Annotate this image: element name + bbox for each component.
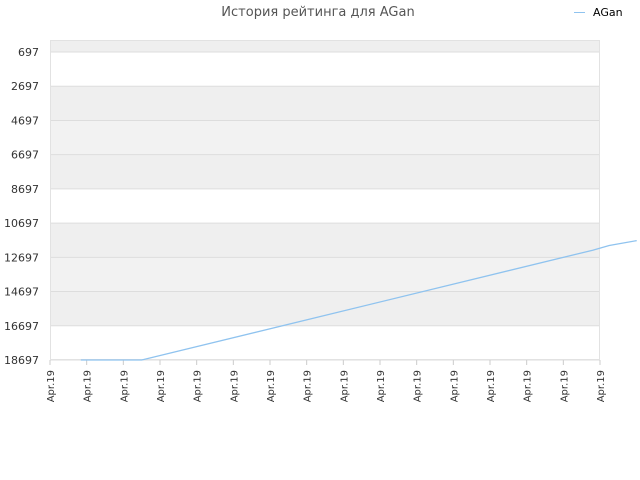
- x-tick-label: Apr.19: [266, 370, 277, 402]
- plot-band: [50, 86, 600, 121]
- y-tick-label: 6697: [11, 149, 39, 162]
- plot-band: [50, 325, 600, 360]
- x-tick-label: Apr.19: [449, 370, 460, 402]
- x-tick-label: Apr.19: [156, 370, 167, 402]
- series-line-agan: [80, 239, 637, 361]
- y-tick-label: 16697: [4, 320, 39, 333]
- x-tick-label: Apr.19: [486, 370, 497, 402]
- x-tick-label: Apr.19: [376, 370, 387, 402]
- y-tick-label: 2697: [11, 80, 39, 93]
- y-tick-label: 12697: [4, 251, 39, 264]
- x-tick-label: Apr.19: [523, 370, 534, 402]
- x-tick-label: Apr.19: [46, 370, 57, 402]
- plot-band: [50, 154, 600, 189]
- y-tick-label: 4697: [11, 114, 39, 127]
- x-tick-label: Apr.19: [119, 370, 130, 402]
- plot-band: [50, 52, 600, 87]
- legend-label: AGan: [593, 6, 623, 19]
- x-tick-label: Apr.19: [303, 370, 314, 402]
- y-tick-label: 8697: [11, 183, 39, 196]
- chart-title: История рейтинга для AGan: [221, 5, 415, 20]
- x-tick-label: Apr.19: [229, 370, 240, 402]
- x-tick-label: Apr.19: [83, 370, 94, 402]
- plot-band: [50, 188, 600, 224]
- plot-band: [50, 120, 600, 155]
- plot-band: [50, 291, 600, 326]
- legend-swatch: [574, 12, 585, 13]
- y-tick-label: 697: [18, 46, 39, 59]
- x-tick-label: Apr.19: [413, 370, 424, 402]
- x-tick-label: Apr.19: [193, 370, 204, 402]
- y-tick-label: 14697: [4, 286, 39, 299]
- x-tick-label: Apr.19: [596, 370, 607, 402]
- y-tick-label: 10697: [4, 217, 39, 230]
- plot-band: [50, 40, 600, 52]
- plot-band: [50, 223, 600, 258]
- plot-border: [50, 40, 600, 360]
- x-tick-label: Apr.19: [559, 370, 570, 402]
- legend[interactable]: AGan: [574, 6, 623, 19]
- y-tick-label: 18697: [4, 354, 39, 367]
- plot-band: [50, 257, 600, 292]
- x-tick-label: Apr.19: [339, 370, 350, 402]
